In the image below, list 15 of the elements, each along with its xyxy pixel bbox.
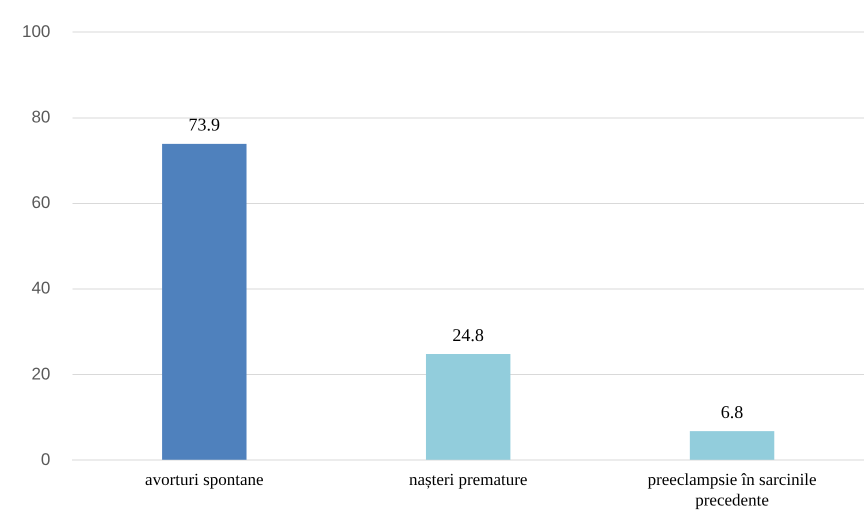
y-tick-label: 40	[31, 278, 50, 298]
y-tick-label: 80	[31, 107, 50, 126]
y-tick-label: 0	[40, 450, 50, 469]
bar	[426, 354, 510, 460]
data-label: 73.9	[188, 114, 220, 135]
x-tick-label: nașteri premature	[408, 470, 528, 489]
data-label: 24.8	[452, 324, 484, 345]
y-tick-label: 100	[22, 22, 50, 41]
bar	[162, 144, 247, 460]
bar	[690, 431, 774, 460]
data-label: 6.8	[720, 402, 744, 422]
y-tick-label: 20	[31, 364, 50, 384]
x-tick-label: preeclampsie în sarcinile precedente	[648, 470, 817, 510]
y-tick-label: 60	[31, 193, 50, 212]
x-tick-label: avorturi spontane	[145, 470, 264, 489]
